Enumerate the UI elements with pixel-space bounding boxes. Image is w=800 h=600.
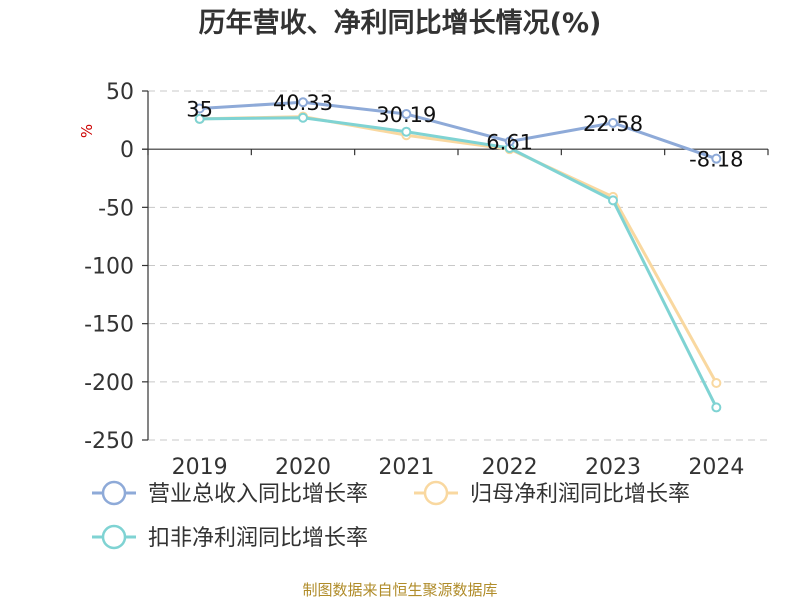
data-point	[608, 117, 618, 128]
chart-title: 历年营收、净利同比增长情况(%)	[199, 7, 602, 39]
y-tick-label: -200	[84, 371, 134, 396]
axes	[142, 90, 769, 441]
legend-item: 归母净利润同比增长率	[414, 480, 690, 507]
y-tick-label: -150	[84, 313, 134, 338]
data-point	[711, 377, 722, 388]
data-label: 40.33	[273, 91, 333, 115]
data-label: 6.61	[486, 130, 533, 154]
x-tick-label: 2021	[378, 455, 434, 480]
legend-item: 营业总收入同比增长率	[92, 480, 368, 507]
data-labels: 35 40.33 30.19 6.61 22.58 -8.18	[186, 91, 743, 171]
y-tick-label: 0	[120, 138, 134, 163]
legend-label: 营业总收入同比增长率	[148, 482, 368, 507]
data-point	[194, 113, 205, 124]
legend-label: 归母净利润同比增长率	[470, 482, 690, 507]
data-label: -8.18	[689, 148, 743, 172]
source-note: 制图数据来自恒生聚源数据库	[302, 581, 497, 599]
x-tick-label: 2019	[172, 455, 228, 480]
legend-marker	[101, 524, 127, 550]
x-tick-label: 2020	[275, 455, 331, 480]
legend-marker	[423, 480, 449, 506]
data-point	[401, 109, 412, 120]
series-line	[198, 100, 718, 161]
data-point	[711, 153, 722, 164]
data-point	[608, 195, 618, 206]
x-tick-label: 2024	[688, 455, 744, 480]
legend-label: 扣非净利润同比增长率	[148, 526, 368, 551]
y-tick-labels: 50 0 -50 -100 -150 -200 -250	[84, 80, 134, 454]
series-lines	[194, 97, 722, 413]
data-label: 30.19	[376, 103, 436, 127]
data-label: 35	[186, 97, 213, 121]
y-tick-label: -100	[84, 255, 134, 280]
data-point	[298, 112, 308, 123]
data-point	[711, 402, 722, 413]
data-point	[504, 136, 515, 147]
legend-marker	[101, 480, 127, 506]
x-tick-label: 2022	[482, 455, 538, 480]
legend-item: 扣非净利润同比增长率	[92, 524, 368, 551]
grid-lines	[148, 90, 768, 441]
data-label: 22.58	[583, 112, 643, 136]
y-axis-unit-label: %	[78, 124, 96, 138]
data-point	[194, 103, 205, 114]
data-point	[401, 126, 412, 137]
series-line	[198, 116, 718, 409]
y-tick-label: -250	[84, 429, 134, 454]
y-tick-label: -50	[98, 196, 134, 221]
x-tick-label: 2023	[585, 455, 641, 480]
y-tick-label: 50	[106, 80, 134, 105]
x-tick-labels: 2019 2020 2021 2022 2023 2024	[172, 455, 745, 480]
data-point	[298, 97, 308, 108]
